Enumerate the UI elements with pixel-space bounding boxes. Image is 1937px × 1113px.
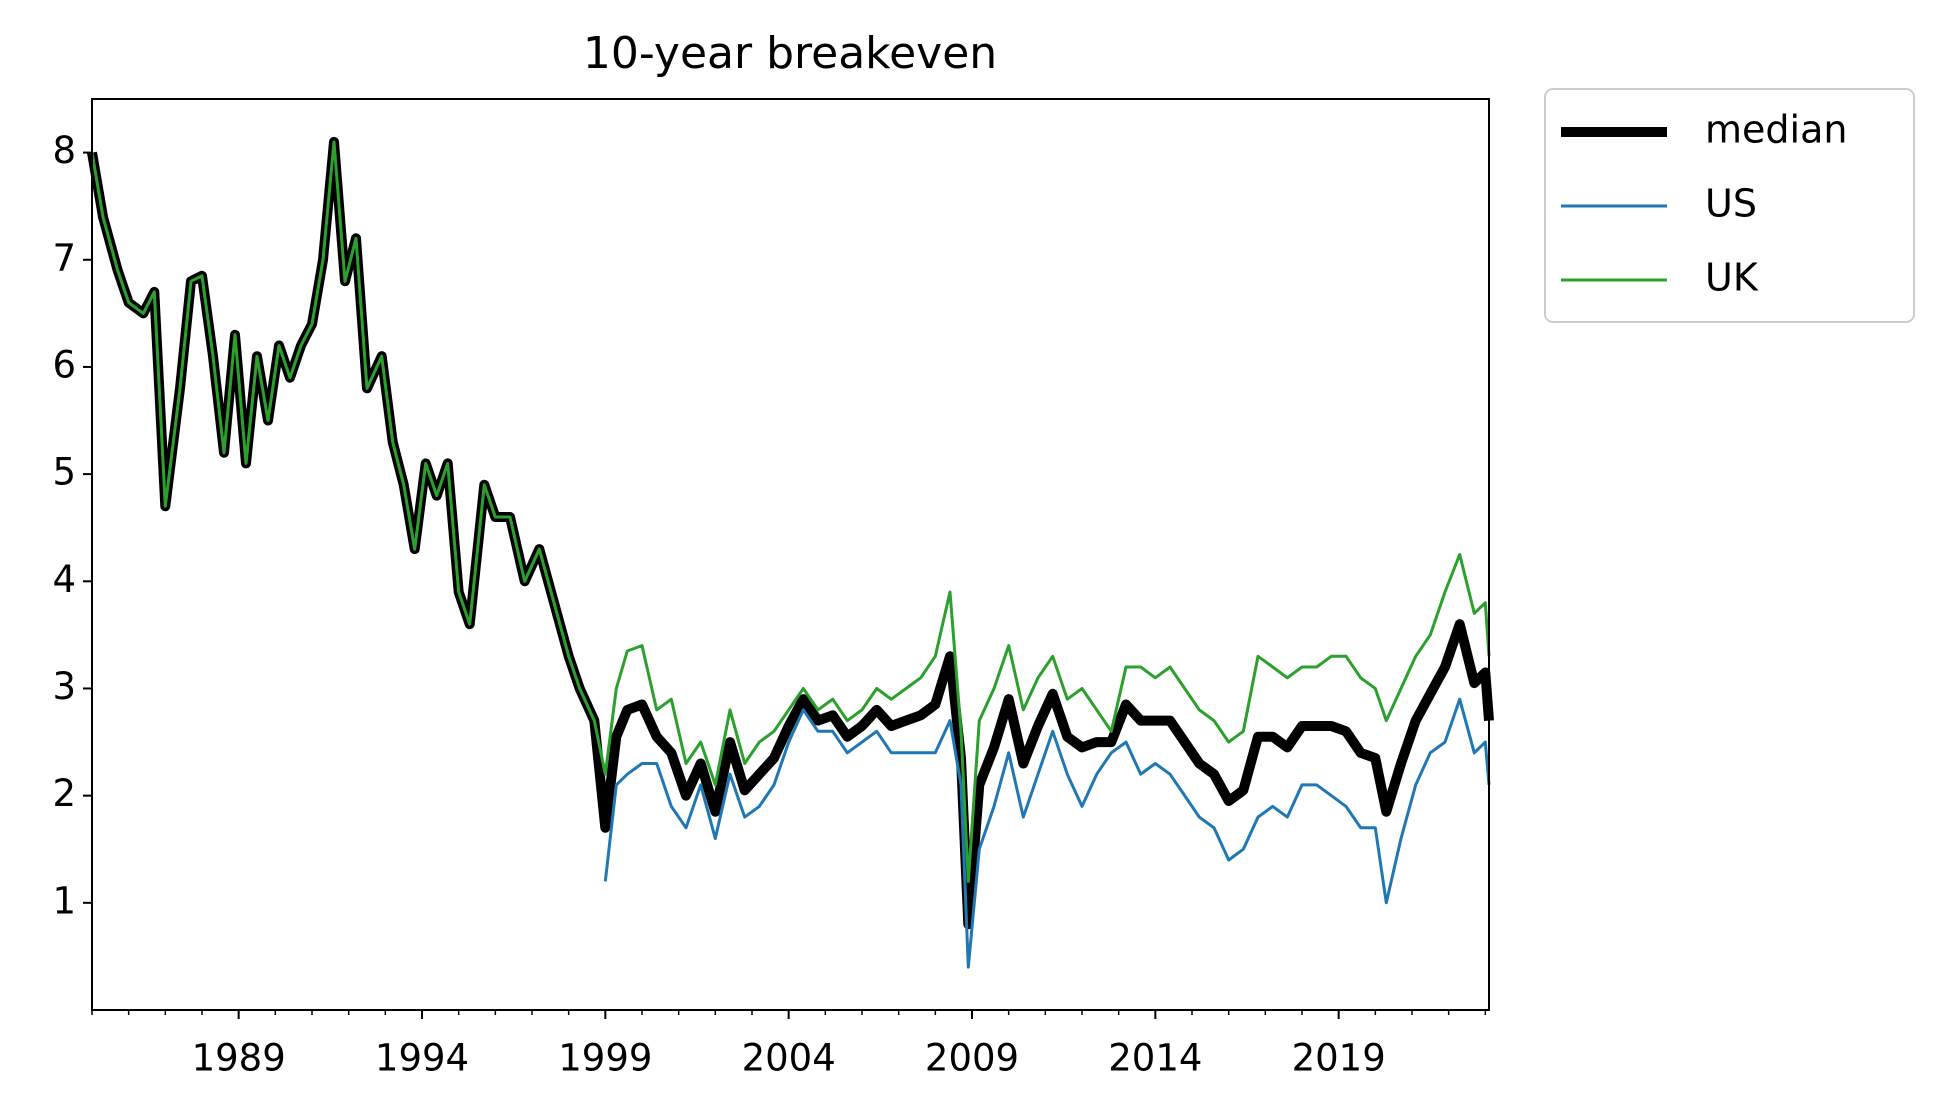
legend-label: UK [1705,256,1759,300]
legend-label: median [1705,108,1847,152]
x-tick-label: 2019 [1292,1037,1386,1080]
x-tick-label: 1989 [192,1037,286,1080]
legend-label: US [1705,182,1757,226]
axes-frame [91,98,1490,1011]
y-tick-label: 8 [52,129,76,172]
series-line [87,136,1494,930]
y-tick-label: 4 [52,558,76,601]
y-tick-label: 5 [52,451,76,494]
y-tick-label: 2 [52,772,76,815]
plot-area [87,136,1494,969]
y-tick-label: 6 [52,343,76,386]
series-line [603,697,1491,969]
x-tick-label: 1999 [558,1037,652,1080]
chart-title: 10-year breakeven [583,28,997,79]
y-tick-label: 7 [52,236,76,279]
x-tick-label: 1994 [375,1037,469,1080]
series-line [90,140,1491,883]
x-tick-label: 2004 [742,1037,836,1080]
x-tick-label: 2009 [925,1037,1019,1080]
y-tick-label: 3 [52,665,76,708]
y-tick-label: 1 [52,879,76,922]
legend-box [1544,88,1915,323]
x-tick-label: 2014 [1108,1037,1202,1080]
